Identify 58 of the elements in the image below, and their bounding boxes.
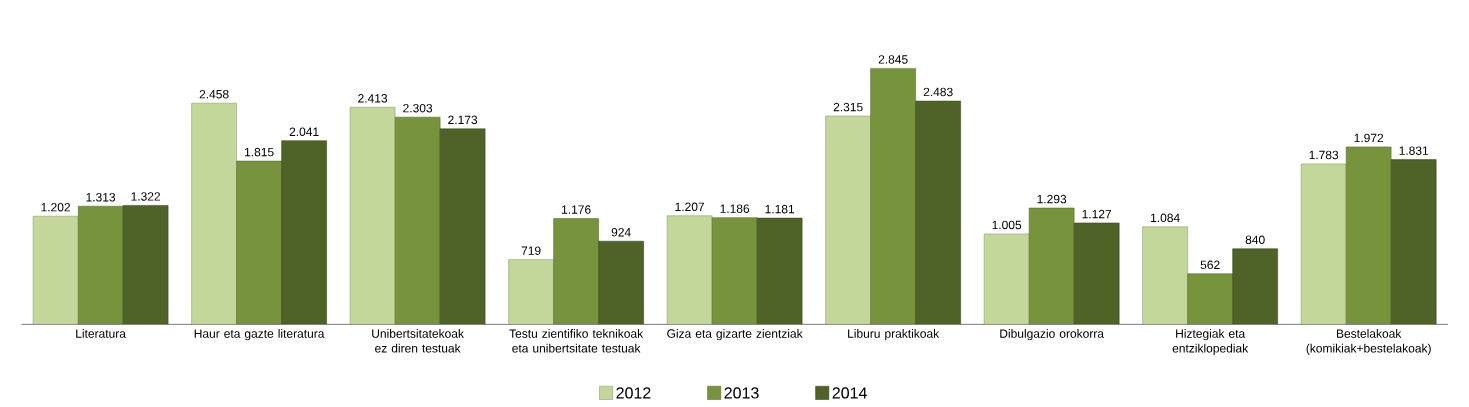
- data-label: 1.207: [675, 202, 705, 212]
- bar: [236, 160, 282, 325]
- legend-label: 2014: [832, 387, 867, 399]
- legend-label: 2012: [616, 387, 651, 399]
- data-label: 1.005: [992, 220, 1022, 230]
- bar: [983, 233, 1030, 325]
- x-tick-label: Liburu praktikoak: [848, 329, 940, 341]
- x-tick-label: Unibertsitatekoak ez diren testuak: [372, 329, 464, 353]
- data-label: 2.413: [358, 94, 388, 103]
- data-label: 1.202: [41, 202, 70, 212]
- bar: [77, 205, 124, 325]
- x-tick-label: Dibulgazio orokorra: [1000, 329, 1104, 341]
- bar: [1028, 207, 1075, 325]
- bar: [825, 115, 871, 325]
- data-label: 924: [611, 227, 631, 237]
- bar: [1390, 159, 1437, 325]
- bar: [32, 215, 79, 325]
- data-label: 1.176: [562, 205, 591, 214]
- bar: [711, 217, 758, 325]
- data-label: 2.483: [923, 87, 953, 97]
- data-label: 2.303: [403, 103, 433, 113]
- data-label: 1.972: [1354, 133, 1384, 143]
- bar: [870, 68, 916, 325]
- data-label: 2.315: [833, 102, 863, 112]
- bar: [1300, 163, 1347, 325]
- bar: [553, 218, 599, 325]
- data-label: 2.845: [878, 55, 908, 64]
- bar: [508, 259, 554, 325]
- bar: [1142, 226, 1188, 325]
- bar: [191, 102, 237, 325]
- bar: [349, 106, 396, 325]
- data-label: 562: [1200, 260, 1220, 270]
- data-label: 1.293: [1037, 194, 1067, 204]
- x-tick-label: Giza eta gizarte zientziak: [667, 329, 803, 341]
- data-label: 1.084: [1151, 213, 1180, 223]
- bar: [1345, 146, 1392, 325]
- bar: [394, 116, 441, 325]
- legend-label: 2013: [724, 387, 759, 399]
- data-label: 2.173: [448, 115, 478, 125]
- data-label: 1.831: [1399, 146, 1429, 155]
- data-label: 1.313: [86, 192, 116, 202]
- x-tick-label: Literatura: [76, 329, 126, 338]
- data-label: 1.181: [765, 204, 795, 214]
- data-label: 2.458: [199, 89, 229, 99]
- data-label: 1.783: [1309, 150, 1339, 160]
- data-label: 1.815: [245, 147, 274, 157]
- data-label: 719: [521, 246, 541, 255]
- x-tick-label: Hiztegiak eta entziklopediak: [1172, 329, 1249, 355]
- data-label: 1.322: [131, 192, 161, 201]
- data-label: 2.041: [289, 127, 319, 137]
- data-label: 1.127: [1082, 209, 1112, 219]
- bar: [1187, 273, 1233, 325]
- x-tick-label: Haur eta gazte literatura: [194, 329, 325, 341]
- x-tick-label: Testu zientifiko teknikoak eta unibertsitate testuak: [509, 329, 644, 353]
- data-label: 840: [1245, 235, 1265, 245]
- x-tick-label: Bestelakoak (komikiak+bestelakoak): [1306, 329, 1431, 355]
- data-label: 1.186: [720, 204, 750, 213]
- bar: [666, 215, 713, 325]
